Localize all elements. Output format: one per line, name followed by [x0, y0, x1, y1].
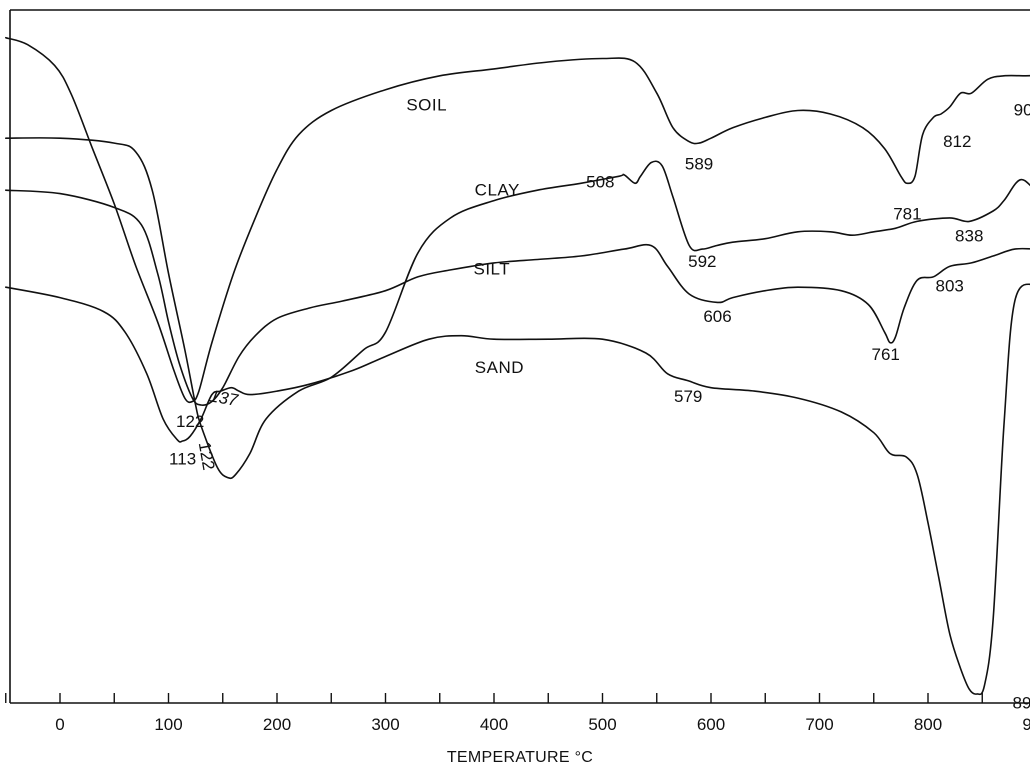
- x-tick-label-200: 200: [263, 715, 291, 734]
- x-tick-label-700: 700: [805, 715, 833, 734]
- series-line-silt: [5, 189, 1030, 406]
- peak-label-silt-803: 803: [936, 276, 964, 295]
- chart-annotations: SOIL 122 589 781 812 905 CLAY 508 592 838 SILT 122 6…: [169, 95, 1030, 712]
- peak-label-soil-589: 589: [685, 154, 713, 173]
- x-tick-label-300: 300: [371, 715, 399, 734]
- series-line-sand: [5, 283, 1030, 696]
- series-label-sand: SAND: [475, 358, 524, 377]
- x-tick-label-600: 600: [697, 715, 725, 734]
- x-tick-label-0: 0: [55, 715, 64, 734]
- series-label-clay: CLAY: [475, 181, 520, 200]
- x-tick-label-400: 400: [480, 715, 508, 734]
- x-tick-label-900: 900: [1022, 715, 1030, 734]
- chart-series: [5, 36, 1030, 696]
- series-line-clay: [5, 137, 1030, 480]
- x-axis-title: TEMPERATURE °C: [447, 749, 593, 766]
- chart-axes: [9, 9, 1030, 704]
- peak-label-clay-592: 592: [688, 252, 716, 271]
- peak-label-soil-812: 812: [943, 132, 971, 151]
- x-tick-label-500: 500: [588, 715, 616, 734]
- peak-label-soil-781: 781: [893, 204, 921, 223]
- x-axis-tick-labels: 0 100 200 300 400 500 600 700 800 900: [55, 715, 1030, 734]
- peak-label-soil-905: 905: [1014, 100, 1030, 119]
- series-label-soil: SOIL: [406, 95, 447, 114]
- peak-label-sand-579: 579: [674, 387, 702, 406]
- peak-label-sand-137: 137: [208, 386, 240, 410]
- peak-label-soil-122: 122: [195, 440, 219, 471]
- peak-label-sand-113: 113: [169, 450, 196, 469]
- peak-label-silt-761: 761: [871, 345, 899, 364]
- peak-label-silt-122: 122: [176, 412, 204, 431]
- series-line-soil: [5, 36, 1030, 404]
- x-tick-label-800: 800: [914, 715, 942, 734]
- peak-label-silt-606: 606: [703, 307, 731, 326]
- x-axis-ticks: [5, 693, 983, 703]
- peak-label-sand-891: 891: [1013, 694, 1030, 713]
- x-tick-label-100: 100: [154, 715, 182, 734]
- peak-label-clay-838: 838: [955, 226, 983, 245]
- peak-label-clay-508: 508: [586, 172, 614, 191]
- series-label-silt: SILT: [474, 260, 511, 279]
